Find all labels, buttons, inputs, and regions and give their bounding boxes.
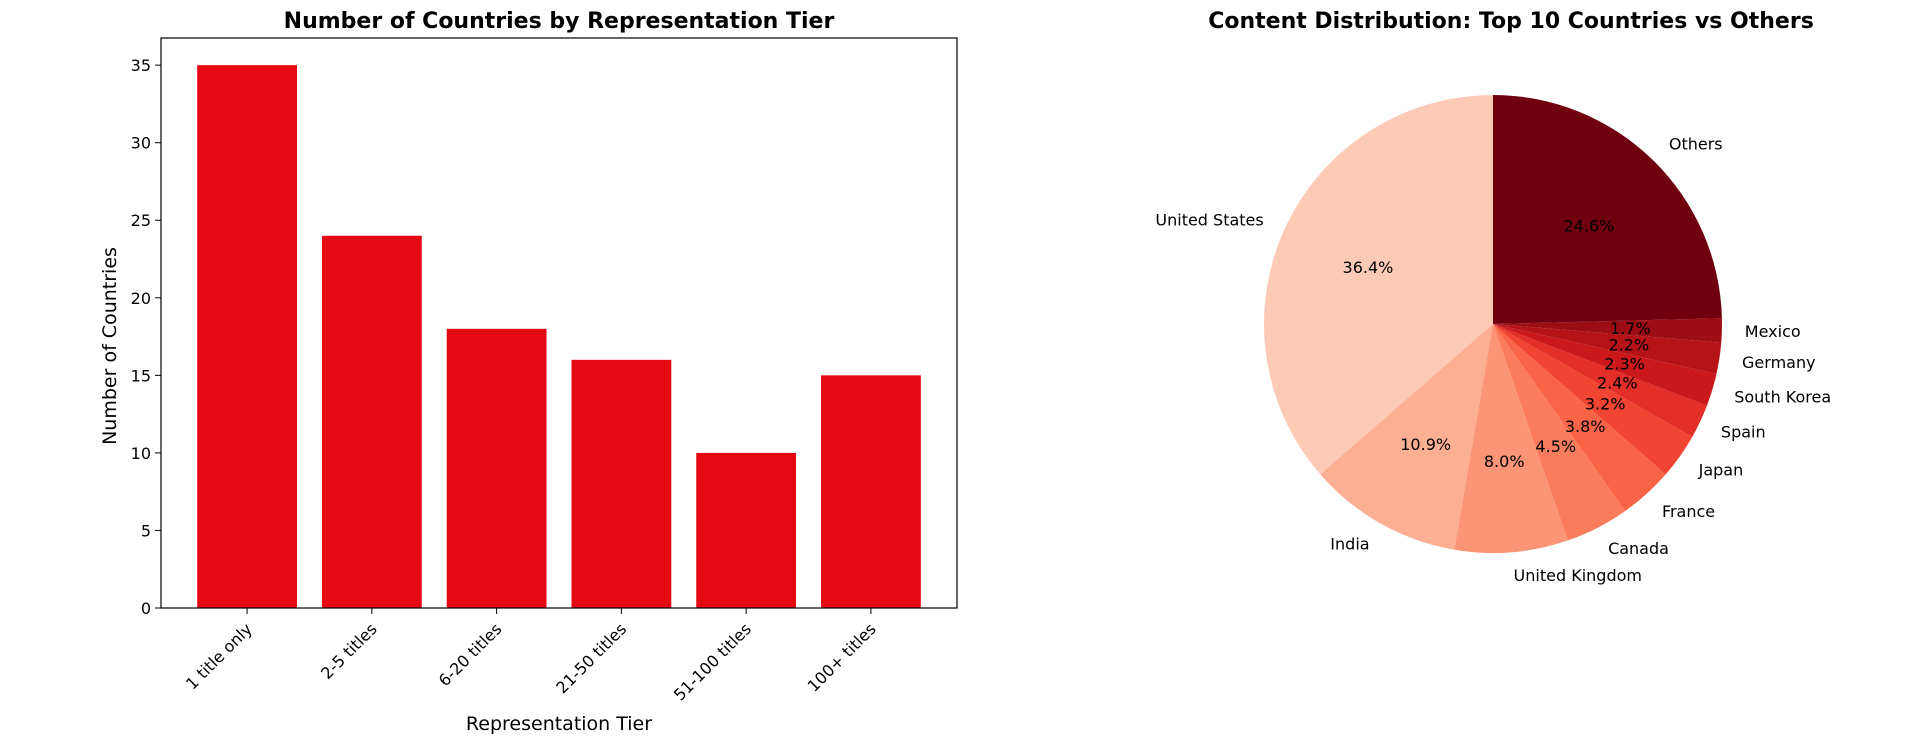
pie-slice-others xyxy=(1493,95,1722,324)
pie-label-france: France xyxy=(1662,502,1715,521)
bar-chart-title: Number of Countries by Representation Ti… xyxy=(284,9,835,34)
bar-6-20-titles xyxy=(446,328,547,608)
x-tick-label-51-100-titles: 51-100 titles xyxy=(670,619,755,704)
y-tick-label: 0 xyxy=(141,599,151,618)
bar-x-ticks: 1 title only 2-5 titles 6-20 titles 21-50 t… xyxy=(182,608,880,705)
y-tick-label: 15 xyxy=(131,366,151,385)
pie-slice-india xyxy=(1320,324,1493,550)
bar-51-100-titles xyxy=(696,452,797,608)
pie-slice-france xyxy=(1493,324,1666,511)
pie-slices xyxy=(1264,95,1722,553)
bar-y-axis-label: Number of Countries xyxy=(99,247,121,445)
pie-pct-united-kingdom: 8.0% xyxy=(1484,452,1525,471)
x-tick-label-6-20-titles: 6-20 titles xyxy=(435,619,506,690)
pie-label-spain: Spain xyxy=(1721,422,1766,441)
pie-slice-labels: United States India United Kingdom Canada Fr… xyxy=(1155,135,1831,585)
bar-2-5-titles xyxy=(321,235,422,608)
pie-slice-spain xyxy=(1493,324,1707,437)
y-tick-label: 5 xyxy=(141,521,151,540)
pie-pct-spain: 2.4% xyxy=(1597,374,1638,393)
pie-slice-united-states xyxy=(1264,95,1493,475)
y-tick-label: 25 xyxy=(131,211,151,230)
pie-slice-united-kingdom xyxy=(1454,324,1568,553)
pie-pct-united-states: 36.4% xyxy=(1343,258,1394,277)
pie-label-mexico: Mexico xyxy=(1745,322,1801,341)
pie-label-united-states: United States xyxy=(1155,211,1263,230)
pie-pct-canada: 4.5% xyxy=(1535,437,1576,456)
pie-pct-south-korea: 2.3% xyxy=(1604,355,1645,374)
x-tick-label-2-5-titles: 2-5 titles xyxy=(317,619,381,683)
y-tick-label: 20 xyxy=(131,289,151,308)
bar-series xyxy=(197,65,921,608)
pie-percent-labels: 36.4% 10.9% 8.0% 4.5%3.8% 3.2%2.4%2.3%2.2%1.… xyxy=(1343,217,1651,471)
pie-slice-south-korea xyxy=(1493,324,1717,406)
pie-label-germany: Germany xyxy=(1742,353,1816,372)
pie-slice-canada xyxy=(1493,324,1626,541)
bar-x-axis-label: Representation Tier xyxy=(466,713,652,735)
pie-pct-france: 3.8% xyxy=(1565,417,1606,436)
pie-slice-japan xyxy=(1493,324,1693,475)
x-tick-label-21-50-titles: 21-50 titles xyxy=(552,619,630,697)
y-tick-label: 35 xyxy=(131,56,151,75)
pie-pct-germany: 2.2% xyxy=(1609,336,1650,355)
pie-pct-india: 10.9% xyxy=(1400,435,1451,454)
pie-label-canada: Canada xyxy=(1608,539,1669,558)
pie-label-united-kingdom: United Kingdom xyxy=(1514,566,1642,585)
pie-label-south-korea: South Korea xyxy=(1734,388,1831,407)
pie-label-others: Others xyxy=(1669,135,1723,154)
pie-pct-others: 24.6% xyxy=(1564,217,1615,236)
pie-chart-title: Content Distribution: Top 10 Countries v… xyxy=(1208,9,1814,34)
bar-100-titles xyxy=(821,375,921,608)
x-tick-label-1-title-only: 1 title only xyxy=(182,619,256,693)
bar-21-50-titles xyxy=(571,359,672,608)
pie-pct-japan: 3.2% xyxy=(1585,394,1626,413)
pie-chart: Content Distribution: Top 10 Countries v… xyxy=(1155,9,1831,585)
pie-slice-mexico xyxy=(1493,318,1722,343)
x-tick-label-100-titles: 100+ titles xyxy=(804,619,880,695)
y-tick-label: 30 xyxy=(131,134,151,153)
y-tick-label: 10 xyxy=(131,444,151,463)
bar-plot-frame xyxy=(160,37,958,609)
bar-chart: Number of Countries by Representation Ti… xyxy=(99,9,958,735)
pie-pct-mexico: 1.7% xyxy=(1610,319,1651,338)
bar-y-ticks: 0 5 10 15 20 25 30 35 xyxy=(131,56,161,618)
pie-slice-germany xyxy=(1493,324,1722,374)
bar-1-title-only xyxy=(197,65,297,608)
pie-label-india: India xyxy=(1330,535,1369,554)
pie-label-japan: Japan xyxy=(1698,460,1744,479)
